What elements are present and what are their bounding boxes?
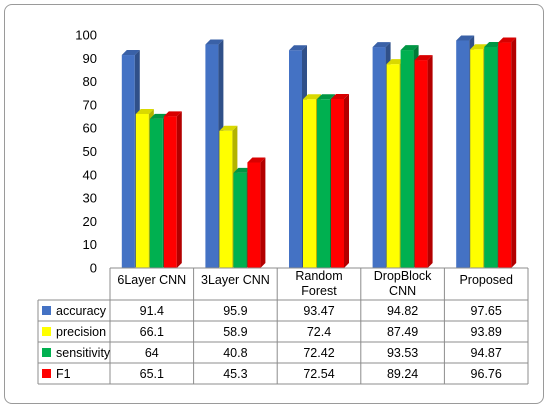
legend-label-sensitivity: sensitivity [56, 346, 111, 360]
y-tick-label: 30 [83, 191, 97, 206]
chart-frame [4, 4, 544, 404]
y-tick-label: 50 [83, 144, 97, 159]
bar-F1-4 [498, 37, 517, 269]
legend-key-sensitivity [42, 348, 51, 357]
y-tick-label: 40 [83, 167, 97, 182]
bar-F1-3 [414, 55, 433, 268]
data-label-sensitivity-3: 93.53 [387, 346, 418, 360]
data-label-F1-1: 45.3 [223, 367, 247, 381]
data-label-precision-4: 93.89 [471, 325, 502, 339]
x-category-label: CNN [389, 284, 416, 298]
data-label-accuracy-2: 93.47 [303, 304, 334, 318]
legend-key-F1 [42, 369, 51, 378]
data-label-precision-2: 72.4 [307, 325, 331, 339]
data-label-F1-0: 65.1 [140, 367, 164, 381]
data-label-F1-4: 96.76 [471, 367, 502, 381]
x-category-label: 6Layer CNN [117, 273, 186, 287]
data-label-F1-3: 89.24 [387, 367, 418, 381]
data-label-F1-2: 72.54 [303, 367, 334, 381]
bar-F1-2 [331, 93, 349, 268]
data-label-precision-0: 66.1 [140, 325, 164, 339]
data-label-accuracy-4: 97.65 [471, 304, 502, 318]
data-label-sensitivity-4: 94.87 [471, 346, 502, 360]
y-tick-label: 70 [83, 97, 97, 112]
data-label-accuracy-3: 94.82 [387, 304, 418, 318]
y-tick-label: 100 [75, 28, 97, 43]
bar-F1-1 [247, 157, 266, 268]
x-category-label: Random [295, 269, 342, 283]
legend-label-precision: precision [56, 325, 106, 339]
legend-key-accuracy [42, 306, 51, 315]
x-category-label: DropBlock [374, 269, 432, 283]
y-tick-label: 60 [83, 121, 97, 136]
y-tick-label: 10 [83, 237, 97, 252]
x-category-label: 3Layer CNN [201, 273, 270, 287]
y-tick-label: 0 [90, 261, 97, 276]
data-label-sensitivity-0: 64 [145, 346, 159, 360]
legend-key-precision [42, 327, 51, 336]
data-label-sensitivity-1: 40.8 [223, 346, 247, 360]
data-label-sensitivity-2: 72.42 [303, 346, 334, 360]
x-category-label: Proposed [459, 273, 513, 287]
y-tick-label: 80 [83, 74, 97, 89]
bar-F1-0 [163, 111, 182, 268]
data-label-precision-3: 87.49 [387, 325, 418, 339]
y-tick-label: 20 [83, 214, 97, 229]
data-label-precision-1: 58.9 [223, 325, 247, 339]
y-tick-label: 90 [83, 51, 97, 66]
x-category-label: Forest [301, 284, 337, 298]
data-label-accuracy-1: 95.9 [223, 304, 247, 318]
data-label-accuracy-0: 91.4 [140, 304, 164, 318]
legend-label-F1: F1 [56, 367, 71, 381]
legend-label-accuracy: accuracy [56, 304, 107, 318]
